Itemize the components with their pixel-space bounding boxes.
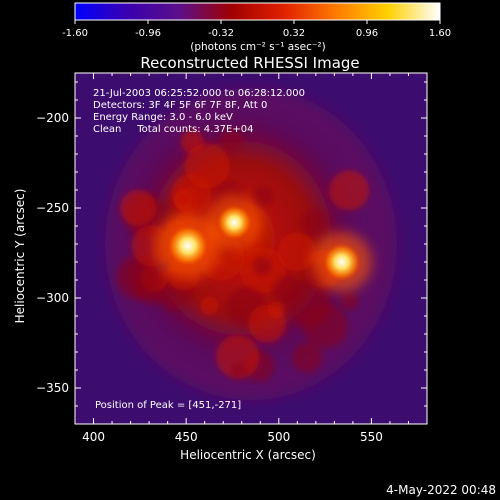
peak-position-label: Position of Peak = [451,-271] [95, 400, 241, 411]
x-axis-label: Heliocentric X (arcsec) [180, 448, 316, 462]
emission-mottle [230, 362, 248, 379]
emission-mottle [300, 208, 331, 239]
chart-title: Reconstructed RHESSI Image [140, 54, 359, 72]
x-tick-label: 450 [175, 430, 198, 444]
source-core [166, 223, 211, 268]
emission-mottle [329, 170, 370, 211]
emission-mottle [184, 143, 230, 189]
x-tick-label: 500 [267, 430, 290, 444]
emission-mottle [251, 186, 273, 209]
emission-mottle [302, 303, 348, 349]
annotation-block: 21-Jul-2003 06:25:52.000 to 06:28:12.000… [93, 88, 305, 135]
emission-mottle [272, 275, 303, 306]
colorbar-unit-label: (photons cm⁻² s⁻¹ asec⁻²) [190, 41, 325, 53]
emission-mottle [174, 190, 194, 210]
source-core [321, 242, 362, 282]
y-tick-label: −200 [36, 111, 69, 125]
emission-mottle [120, 189, 157, 227]
y-tick-label: −250 [36, 201, 69, 215]
hard-sources [155, 194, 372, 292]
emission-mottle [277, 232, 317, 272]
colorbar-tick-label: 1.60 [429, 28, 451, 39]
plot-frame [74, 72, 428, 425]
annotation-time-range: 21-Jul-2003 06:25:52.000 to 06:28:12.000 [93, 88, 305, 99]
annotation-detectors: Detectors: 3F 4F 5F 6F 7F 8F, Att 0 [93, 100, 267, 111]
x-tick-label: 550 [360, 430, 383, 444]
emission-mottle [216, 335, 260, 379]
emission-mottle [252, 256, 272, 276]
colorbar-ticks: -1.60 -0.96 -0.32 0.32 0.96 1.60 [62, 20, 451, 39]
y-tick-label: −300 [36, 291, 69, 305]
annotation-energy: Energy Range: 3.0 - 6.0 keV [93, 112, 233, 123]
x-tick-label: 400 [82, 430, 105, 444]
colorbar-tick-label: -0.32 [208, 28, 234, 39]
colorbar-gradient [74, 2, 441, 21]
colorbar: -1.60 -0.96 -0.32 0.32 0.96 1.60 (photons cm⁻… [62, 2, 451, 53]
annotation-clean-counts: Clean Total counts: 4.37E+04 [93, 124, 253, 135]
y-axis-label: Heliocentric Y (arcsec) [13, 189, 27, 324]
emission-mottle [200, 296, 219, 316]
emission-mottle [292, 342, 323, 373]
colorbar-tick-label: 0.32 [283, 28, 305, 39]
emission-mottle [339, 291, 359, 311]
image-area [75, 73, 427, 424]
colorbar-tick-label: 0.96 [356, 28, 378, 39]
source-core [215, 203, 253, 241]
axes: 400 450 500 550 −200 −250 −300 −350 [36, 73, 427, 444]
colorbar-tick-label: -0.96 [135, 28, 161, 39]
emission-mottle [267, 301, 285, 319]
y-tick-label: −350 [36, 381, 69, 395]
emission-mottle [219, 129, 244, 155]
colorbar-tick-label: -1.60 [62, 28, 88, 39]
footer-date: 4-May-2022 00:48 [386, 483, 496, 497]
